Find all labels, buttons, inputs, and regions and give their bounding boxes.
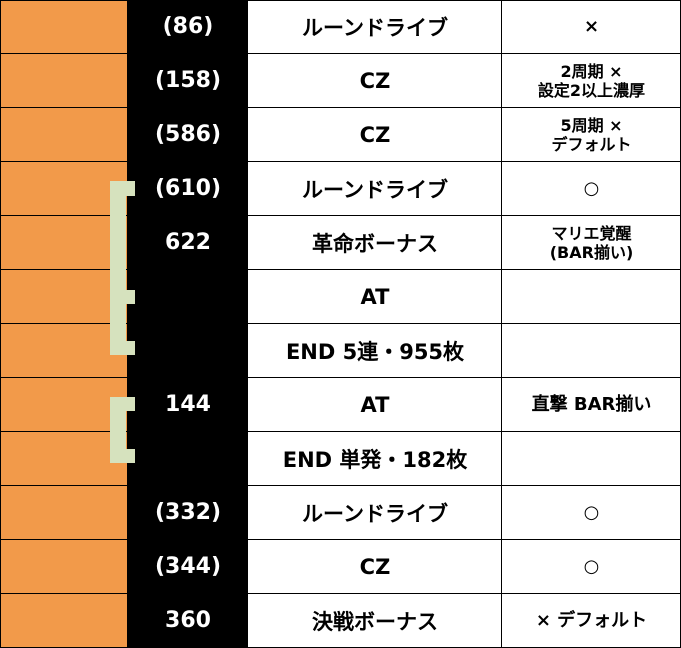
row-marker-cell: [0, 54, 128, 107]
table-row: (586) CZ 5周期 × デフォルト: [0, 108, 681, 162]
note-cell: ○: [502, 486, 681, 539]
note-cell: ○: [502, 540, 681, 593]
note-cell: × デフォルト: [502, 594, 681, 647]
row-marker-cell: [0, 324, 128, 377]
note-line: デフォルト: [551, 134, 632, 154]
group-bracket-1-bottom: [110, 341, 135, 355]
table-row: (344) CZ ○: [0, 540, 681, 594]
note-cell: 直撃 BAR揃い: [502, 378, 681, 431]
row-marker-cell: [0, 486, 128, 539]
table-row: 622 革命ボーナス マリエ覚醒 (BAR揃い): [0, 216, 681, 270]
row-marker-cell: [0, 0, 128, 53]
table-row: (158) CZ 2周期 × 設定2以上濃厚: [0, 54, 681, 108]
event-cell: 決戦ボーナス: [249, 594, 502, 647]
event-cell: ルーンドライブ: [249, 486, 502, 539]
note-cell: ×: [502, 0, 681, 53]
table-row: (86) ルーンドライブ ×: [0, 0, 681, 54]
note-line: 直撃 BAR揃い: [531, 394, 652, 415]
table-row: 360 決戦ボーナス × デフォルト: [0, 594, 681, 648]
game-count-cell: [128, 432, 249, 485]
event-cell: CZ: [249, 54, 502, 107]
note-cell: ○: [502, 162, 681, 215]
note-line: (BAR揃い): [549, 242, 634, 262]
row-marker-cell: [0, 270, 128, 323]
event-cell: ルーンドライブ: [249, 162, 502, 215]
note-line: ○: [583, 556, 600, 577]
game-count-cell: (332): [128, 486, 249, 539]
row-marker-cell: [0, 108, 128, 161]
table-row: END 5連・955枚: [0, 324, 681, 378]
game-count-cell: 360: [128, 594, 249, 647]
game-count-cell: (158): [128, 54, 249, 107]
group-bracket-1-mid: [110, 290, 135, 304]
note-line: ×: [583, 16, 600, 37]
group-bracket-2-spine: [110, 397, 126, 463]
row-marker-cell: [0, 540, 128, 593]
note-line: ○: [583, 502, 600, 523]
note-cell: 2周期 × 設定2以上濃厚: [502, 54, 681, 107]
row-marker-cell: [0, 378, 128, 431]
event-cell: AT: [249, 270, 502, 323]
note-cell: [502, 324, 681, 377]
note-line: 5周期 ×: [560, 115, 623, 135]
note-cell: [502, 270, 681, 323]
note-cell: 5周期 × デフォルト: [502, 108, 681, 161]
note-line: ○: [583, 178, 600, 199]
table-row: 144 AT 直撃 BAR揃い: [0, 378, 681, 432]
row-marker-cell: [0, 162, 128, 215]
row-marker-cell: [0, 594, 128, 647]
game-count-cell: (344): [128, 540, 249, 593]
game-count-cell: [128, 270, 249, 323]
note-line: × デフォルト: [535, 610, 648, 631]
game-count-cell: 144: [128, 378, 249, 431]
event-cell: CZ: [249, 108, 502, 161]
note-line: 2周期 ×: [560, 61, 623, 81]
game-count-cell: (586): [128, 108, 249, 161]
event-cell: ルーンドライブ: [249, 0, 502, 53]
game-count-cell: (610): [128, 162, 249, 215]
game-count-cell: 622: [128, 216, 249, 269]
game-count-cell: (86): [128, 0, 249, 53]
table-row: AT: [0, 270, 681, 324]
note-cell: [502, 432, 681, 485]
event-cell: CZ: [249, 540, 502, 593]
event-cell: END 単発・182枚: [249, 432, 502, 485]
note-line: マリエ覚醒: [551, 223, 632, 243]
event-cell: 革命ボーナス: [249, 216, 502, 269]
group-bracket-1-spine: [110, 181, 126, 355]
table-row: END 単発・182枚: [0, 432, 681, 486]
table-row: (332) ルーンドライブ ○: [0, 486, 681, 540]
group-bracket-2-bottom: [110, 449, 135, 463]
table-row: (610) ルーンドライブ ○: [0, 162, 681, 216]
note-cell: マリエ覚醒 (BAR揃い): [502, 216, 681, 269]
event-cell: END 5連・955枚: [249, 324, 502, 377]
row-marker-cell: [0, 216, 128, 269]
row-marker-cell: [0, 432, 128, 485]
game-count-cell: [128, 324, 249, 377]
event-cell: AT: [249, 378, 502, 431]
note-line: 設定2以上濃厚: [537, 80, 646, 100]
